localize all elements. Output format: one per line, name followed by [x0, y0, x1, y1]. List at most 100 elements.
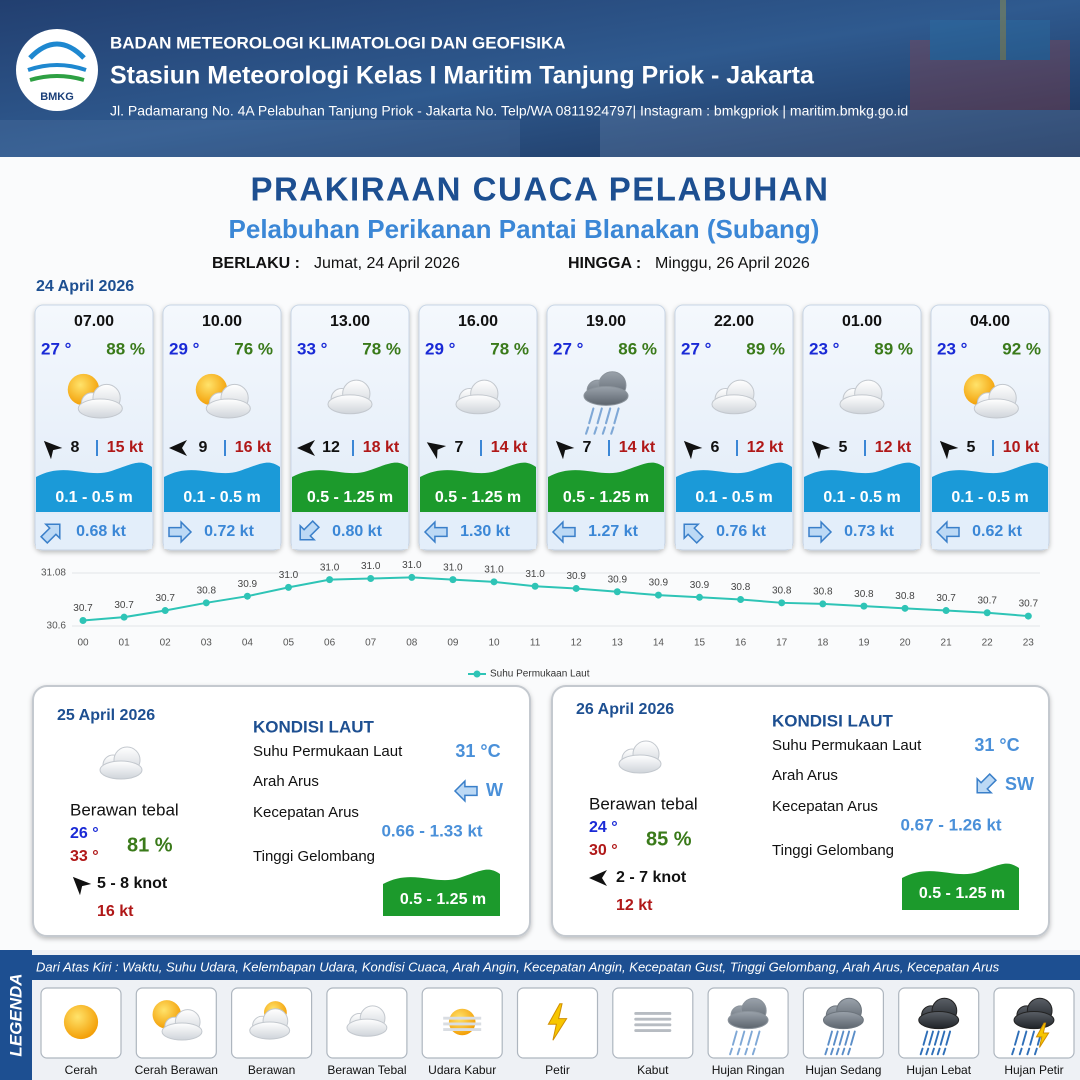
rain	[613, 407, 620, 425]
sea-label: Kecepatan Arus	[772, 798, 878, 815]
rain	[593, 426, 598, 435]
cloud-part	[918, 1011, 960, 1030]
legend-item-label: Kabut	[637, 1063, 669, 1077]
value-label: 31.0	[320, 562, 340, 573]
gust-speed: 16 kt	[235, 439, 272, 456]
rain	[604, 407, 612, 425]
current-arrow	[453, 779, 478, 803]
weather-icon	[634, 1012, 672, 1032]
wave-band	[902, 863, 1019, 910]
rain	[744, 1047, 749, 1056]
legend-label: Suhu Permukaan Laut	[490, 669, 590, 680]
day-temp-max: 30 °	[589, 842, 618, 859]
sst-point	[860, 602, 868, 610]
sea-title: KONDISI LAUT	[253, 717, 375, 736]
sea-wave: 0.5 - 1.25 m	[400, 891, 486, 908]
cloud-part	[1013, 1011, 1055, 1030]
value-label: 30.7	[977, 595, 997, 606]
wave-height: 0.1 - 0.5 m	[183, 489, 260, 506]
current-arrow	[683, 523, 704, 544]
day-condition: Berawan tebal	[70, 800, 179, 819]
gust-speed: 15 kt	[107, 439, 144, 456]
rain	[850, 1030, 856, 1046]
current-arrow	[551, 520, 576, 544]
rain	[931, 1047, 935, 1056]
cloud-part	[346, 1018, 388, 1037]
sst-point	[79, 616, 87, 624]
legend-strip	[0, 950, 32, 1080]
forecast-time: 13.00	[330, 313, 370, 330]
forecast-time: 19.00	[586, 313, 626, 330]
current-arrow	[299, 520, 320, 541]
subtitle: Pelabuhan Perikanan Pantai Blanakan (Sub…	[229, 214, 820, 244]
rain	[919, 1047, 924, 1056]
sst-point	[942, 607, 950, 615]
x-tick-label: 06	[324, 638, 336, 649]
address: Jl. Padamarang No. 4A Pelabuhan Tanjung …	[110, 103, 908, 119]
x-tick-label: 12	[571, 638, 583, 649]
weather-icon	[152, 1000, 203, 1041]
forecast-temp: 27 °	[681, 339, 712, 358]
x-tick-label: 11	[530, 638, 541, 649]
valid-to-label: HINGGA :	[568, 255, 641, 272]
x-tick-label: 10	[488, 638, 500, 649]
rain	[942, 1047, 947, 1056]
sst-point	[490, 578, 498, 586]
y-tick-label: 30.6	[47, 621, 67, 632]
sun	[448, 1008, 476, 1036]
rain	[835, 1047, 840, 1056]
rain	[922, 1030, 929, 1046]
day-temp-min: 24 °	[589, 819, 618, 836]
value-label: 30.8	[772, 585, 792, 596]
x-tick-label: 16	[735, 638, 747, 649]
sea-current-dir: W	[486, 780, 503, 800]
valid-from-label: BERLAKU :	[212, 255, 300, 272]
weather-icon	[67, 373, 123, 419]
current-speed: 0.72 kt	[204, 523, 254, 540]
value-label: 31.0	[525, 569, 545, 580]
current-arrow	[808, 520, 833, 544]
rain	[936, 1047, 941, 1056]
x-tick-label: 15	[694, 638, 706, 649]
wave-band	[164, 462, 280, 512]
gust-speed: 12 kt	[875, 439, 912, 456]
x-tick-label: 08	[406, 638, 418, 649]
x-tick-label: 23	[1023, 638, 1035, 649]
wind-arrow	[43, 440, 63, 460]
wave-height: 0.1 - 0.5 m	[55, 489, 132, 506]
value-label: 30.7	[114, 600, 134, 611]
current-arrow	[40, 523, 61, 544]
legend-item-label: Hujan Petir	[1004, 1063, 1063, 1077]
current-speed: 1.30 kt	[460, 523, 510, 540]
day-temp-min: 26 °	[70, 825, 99, 842]
sst-point	[696, 593, 703, 601]
rain	[601, 426, 607, 435]
rain	[925, 1047, 930, 1056]
x-tick-label: 05	[283, 638, 295, 649]
wave-band	[292, 462, 408, 512]
weather-icon	[618, 740, 662, 774]
lightning	[547, 1003, 568, 1041]
cloud-part	[249, 1021, 291, 1040]
weather-icon	[1011, 997, 1055, 1056]
forecast-temp: 29 °	[425, 339, 456, 358]
x-tick-label: 19	[858, 638, 870, 649]
weather-icon	[63, 1004, 99, 1040]
forecast-humidity: 88 %	[106, 339, 145, 358]
day-wind: 5 - 8 knot	[97, 875, 168, 892]
sst-point	[408, 573, 416, 581]
weather-icon	[963, 373, 1019, 419]
cloud-part	[727, 1011, 769, 1030]
weather-icon	[918, 997, 960, 1056]
valid-from: Jumat, 24 April 2026	[314, 255, 460, 272]
value-label: 30.7	[1019, 599, 1039, 610]
day-panel	[32, 685, 531, 937]
x-tick-label: 07	[365, 638, 377, 649]
current-speed: 0.62 kt	[972, 523, 1022, 540]
sst-point	[243, 592, 251, 600]
forecast-time: 07.00	[74, 313, 114, 330]
rain	[844, 1030, 851, 1046]
cloud-part	[711, 394, 757, 415]
value-label: 31.0	[402, 560, 422, 571]
